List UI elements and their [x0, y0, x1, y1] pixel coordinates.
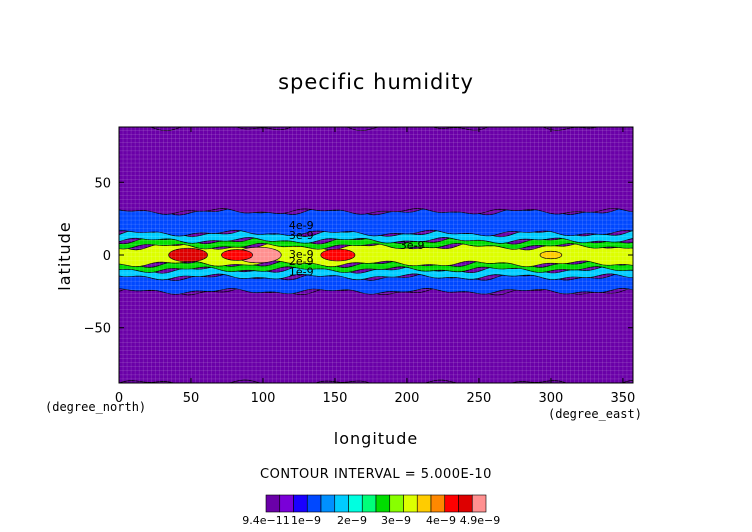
colorbar-tick-label: 1e−9 — [291, 514, 321, 527]
colorbar-swatch — [471, 494, 487, 513]
colorbar-swatch — [403, 494, 418, 513]
colorbar-swatch — [416, 494, 432, 513]
field-maximum — [539, 250, 563, 260]
x-tick-label: 200 — [395, 391, 420, 406]
colorbar-swatch — [334, 494, 349, 513]
colorbar: 9.4e−11 1e−9 2e−9 3e−9 4e−9 4.9e−9 — [242, 494, 500, 527]
contour-label: 3e-9 — [400, 239, 425, 252]
field-maximum — [320, 248, 356, 262]
field-band — [119, 265, 633, 281]
field-band — [119, 127, 633, 215]
field-maximum — [221, 249, 254, 261]
x-tick-label: 0 — [115, 391, 123, 406]
colorbar-tick-label: 2e−9 — [337, 514, 367, 527]
colorbar-swatch — [361, 494, 377, 513]
colorbar-swatch — [306, 494, 322, 513]
contour-label: 1e-9 — [289, 265, 314, 278]
x-axis-label: longitude — [334, 429, 418, 448]
colorbar-tick-label: 3e−9 — [381, 514, 411, 527]
contour-label: 2e-9 — [289, 255, 314, 268]
x-tick-label: 100 — [251, 391, 276, 406]
colorbar-swatch — [430, 494, 446, 513]
y-unit-label: (degree_north) — [45, 400, 146, 414]
x-tick-label: 150 — [323, 391, 348, 406]
field-band — [119, 287, 633, 383]
colorbar-swatch — [375, 494, 391, 513]
x-tick-label: 250 — [467, 391, 492, 406]
x-unit-label: (degree_east) — [548, 407, 642, 421]
x-tick-label: 50 — [183, 391, 200, 406]
grid-lines — [119, 127, 633, 383]
y-tick-label: 50 — [94, 176, 111, 191]
y-axis-label: latitude — [55, 221, 74, 290]
contour-label: 4e-9 — [289, 219, 314, 232]
colorbar-swatch — [458, 494, 473, 513]
colorbar-swatch — [320, 494, 336, 513]
colorbar-swatch — [389, 494, 404, 513]
y-tick-label: −50 — [84, 322, 111, 337]
colorbar-swatch — [293, 494, 308, 513]
contour-interval-label: CONTOUR INTERVAL = 5.000E-10 — [260, 467, 492, 482]
field-band — [119, 207, 633, 237]
y-tick-label: 0 — [103, 249, 111, 264]
colorbar-tick-label: 4.9e−9 — [460, 514, 500, 527]
x-tick-label: 300 — [539, 391, 564, 406]
axes: 0 50 100 150 200 250 300 350 −50 0 50 (degree_north… — [45, 127, 642, 448]
colorbar-tick-label: 9.4e−11 — [242, 514, 289, 527]
plot-area — [119, 127, 633, 383]
contour-label: 3e-9 — [289, 248, 314, 261]
colorbar-swatch — [444, 494, 459, 513]
x-tick-label: 350 — [611, 391, 636, 406]
colorbar-swatch — [348, 494, 363, 513]
field-maximum — [168, 247, 208, 263]
contour-labels: 4e-93e-92e-91e-93e-93e-9 — [289, 219, 425, 279]
colorbar-swatch — [279, 494, 294, 513]
chart-title: specific humidity — [278, 70, 474, 94]
colorbar-swatch — [265, 494, 281, 513]
contour-label: 3e-9 — [289, 229, 314, 242]
colorbar-tick-label: 4e−9 — [426, 514, 456, 527]
